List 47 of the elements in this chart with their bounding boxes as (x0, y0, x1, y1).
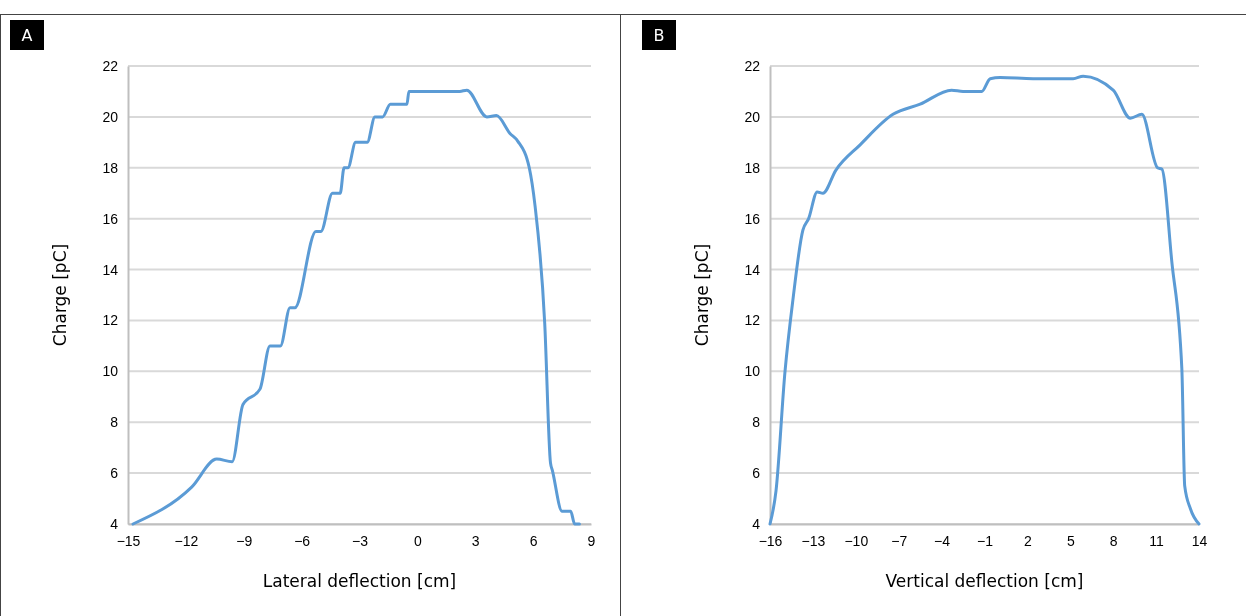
y-tick-label: 14 (744, 261, 761, 278)
x-tick-label: −3 (352, 532, 369, 549)
y-tick-label: 6 (110, 465, 119, 482)
y-axis-title: Charge [pC] (50, 243, 70, 347)
x-tick-label: 6 (529, 532, 538, 549)
y-tick-label: 4 (110, 515, 119, 532)
chart-title: B (653, 26, 665, 45)
x-tick-label: −16 (758, 532, 783, 549)
y-tick-label: 12 (744, 312, 761, 329)
x-tick-label: −1 (977, 532, 994, 549)
y-tick-label: 10 (744, 363, 761, 380)
x-tick-label: 14 (1191, 532, 1208, 549)
x-tick-label: 3 (471, 532, 480, 549)
y-tick-label: 8 (752, 414, 761, 431)
y-tick-label: 22 (744, 57, 761, 74)
y-tick-label: 20 (102, 108, 119, 125)
y-tick-label: 14 (102, 261, 119, 278)
x-tick-label: 2 (1024, 532, 1032, 549)
y-tick-label: 6 (752, 465, 761, 482)
x-axis-title: Lateral deflection [cm] (262, 571, 457, 591)
x-tick-label: −13 (801, 532, 826, 549)
y-tick-label: 12 (102, 312, 119, 329)
y-tick-label: 20 (744, 108, 761, 125)
x-tick-label: 0 (413, 532, 422, 549)
x-tick-label: −4 (934, 532, 951, 549)
y-tick-label: 10 (102, 363, 119, 380)
x-tick-label: −6 (294, 532, 311, 549)
y-tick-label: 18 (102, 159, 119, 176)
x-tick-label: 5 (1066, 532, 1075, 549)
chart-title: A (21, 26, 33, 45)
x-tick-label: −15 (116, 532, 141, 549)
x-tick-label: 11 (1149, 532, 1165, 549)
y-tick-label: 8 (110, 414, 119, 431)
x-tick-label: 9 (587, 532, 596, 549)
y-axis-title: Charge [pC] (692, 243, 712, 347)
y-tick-label: 18 (744, 159, 761, 176)
y-tick-label: 16 (744, 210, 761, 227)
y-tick-label: 4 (752, 515, 761, 532)
x-tick-label: 8 (1109, 532, 1118, 549)
x-axis-title: Vertical deflection [cm] (885, 571, 1084, 591)
y-tick-label: 16 (102, 210, 119, 227)
x-tick-label: −10 (844, 532, 869, 549)
x-tick-label: −7 (891, 532, 908, 549)
x-tick-label: −9 (236, 532, 253, 549)
y-tick-label: 22 (102, 57, 119, 74)
line-series (131, 88, 581, 526)
x-tick-label: −12 (174, 532, 199, 549)
